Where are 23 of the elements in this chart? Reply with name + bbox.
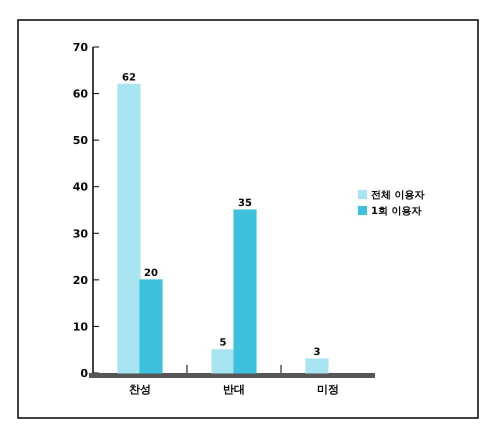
y-tick-label: 40: [72, 180, 88, 194]
y-tick-label: 0: [80, 367, 88, 380]
y-tick-label: 70: [72, 41, 88, 54]
y-tick-label: 20: [72, 274, 88, 287]
y-tick-label: 10: [72, 320, 88, 334]
x-tick-label: 미정: [317, 383, 339, 396]
bar: [140, 279, 162, 374]
legend-label: 전체 이용자: [371, 190, 424, 201]
data-label: 62: [122, 72, 136, 84]
bar: [118, 84, 140, 374]
bar: [234, 210, 256, 374]
legend-label: 1회 이용자: [371, 206, 422, 217]
data-label: 3: [314, 347, 321, 358]
data-label: 20: [144, 268, 158, 279]
y-tick-label: 60: [72, 88, 88, 101]
data-label: 35: [238, 198, 252, 209]
bar: [306, 358, 328, 374]
x-tick-label: 반대: [223, 383, 245, 396]
y-tick-label: 30: [72, 227, 88, 240]
x-tick-label: 찬성: [129, 383, 151, 396]
y-tick-label: 50: [72, 134, 88, 148]
bar: [212, 349, 234, 374]
data-label: 5: [220, 338, 227, 349]
